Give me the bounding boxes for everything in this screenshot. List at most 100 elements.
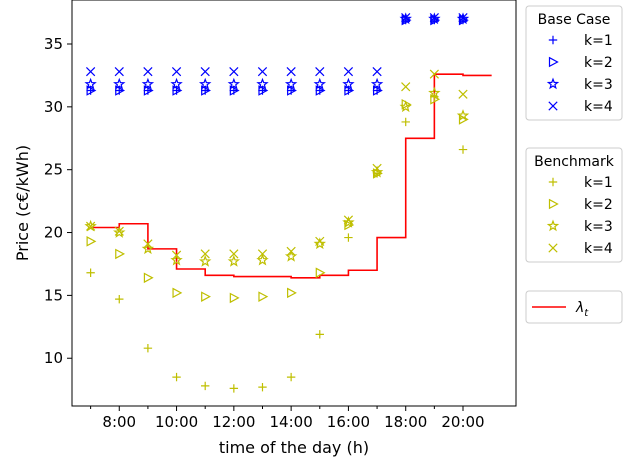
base-case-k3-point-shape	[370, 77, 384, 90]
benchmark-k1-point	[258, 382, 267, 392]
benchmark-k3-point	[313, 237, 326, 250]
x-tick-label: 20:00	[441, 413, 484, 431]
benchmark-k3-point-shape	[113, 226, 126, 238]
benchmark-k2-point	[344, 219, 355, 231]
base-case-k4-point-shape	[229, 67, 239, 77]
base-case-k4-point-shape	[286, 67, 296, 77]
base-case-k3-point	[141, 77, 155, 90]
base-case-k2-point	[287, 85, 297, 96]
benchmark-k3-point	[198, 254, 212, 267]
base-case-k2-point-shape	[315, 85, 326, 96]
base-case-k3-point	[284, 77, 298, 90]
base-case-k2-point-shape	[86, 85, 97, 96]
benchmark-k2-point-shape	[315, 267, 326, 279]
base-case-k3-point	[227, 77, 241, 90]
base-case-k2-point-shape	[344, 85, 355, 96]
benchmark-k1-point	[86, 268, 95, 277]
legend-base-case-marker-shape	[548, 35, 558, 45]
base-case-k4-point-shape	[171, 67, 182, 77]
benchmark-k4-point	[171, 250, 182, 260]
y-tick-label: 25	[44, 161, 63, 179]
base-case-k3-point-shape	[313, 77, 327, 90]
base-case-k2-point-shape	[229, 85, 240, 96]
base-case-k2-point	[172, 85, 183, 96]
base-case-k4-point	[458, 12, 468, 23]
legend-base-case-title: Base Case	[538, 12, 611, 28]
benchmark-k3-point	[342, 215, 355, 228]
base-case-k3-point	[256, 77, 269, 90]
benchmark-k2-point-shape	[229, 292, 240, 304]
benchmark-k1-point-shape	[86, 268, 95, 277]
legend-base-case-label: k=1	[584, 33, 613, 49]
base-case-k2-point	[258, 85, 269, 96]
base-case-k3-point-shape	[428, 12, 441, 25]
benchmark-k4-point-shape	[429, 69, 439, 79]
base-case-k3-point	[313, 77, 327, 90]
benchmark-k2-point	[430, 93, 441, 105]
benchmark-k4-point-shape	[200, 249, 210, 259]
benchmark-k4-point	[114, 226, 124, 236]
legend-base-case-marker-shape	[546, 77, 560, 90]
base-case-k3-point	[456, 12, 470, 25]
base-case-k4-point-shape	[257, 67, 268, 77]
legend-benchmark-box	[525, 147, 623, 263]
legends: Base Case k=1 k=2 k=3 k=4 Benchmark k=1 k=2 k=3 k…	[525, 5, 623, 324]
benchmark-k2-point-shape	[201, 291, 211, 302]
legend-base-case-marker	[548, 56, 559, 68]
base-case-k4-point	[315, 67, 325, 77]
benchmark-series-k4	[85, 69, 468, 260]
benchmark-k3-point-shape	[227, 254, 241, 267]
base-case-k4-point	[257, 67, 268, 77]
benchmark-k4-point	[315, 236, 325, 246]
benchmark-k1-point	[201, 381, 210, 391]
benchmark-k1-point-shape	[458, 145, 468, 154]
benchmark-k4-point-shape	[85, 221, 96, 231]
base-case-k3-point	[113, 77, 126, 90]
y-tick-label: 10	[44, 349, 63, 367]
x-tick-label: 16:00	[327, 413, 370, 431]
legend-benchmark-marker	[546, 219, 560, 232]
base-case-k3-point-shape	[113, 77, 126, 90]
benchmark-k4-point-shape	[343, 215, 354, 225]
base-case-k4-point	[229, 67, 239, 77]
x-tick-label: 12:00	[212, 413, 255, 431]
benchmark-k4-point-shape	[257, 249, 268, 259]
base-case-k4-point-shape	[401, 12, 411, 23]
benchmark-k1-point	[344, 233, 353, 242]
legend-benchmark-marker	[548, 243, 558, 253]
legend-benchmark-label: k=1	[584, 175, 613, 191]
lambda-step-line	[90, 73, 492, 279]
benchmark-k3-point	[284, 249, 298, 262]
benchmark-k1-point-shape	[229, 384, 239, 393]
x-tick-label: 8:00	[102, 413, 136, 431]
base-case-k3-point	[84, 77, 97, 90]
benchmark-k2-point-shape	[86, 236, 97, 247]
benchmark-k1-point	[458, 145, 468, 154]
base-case-k3-point-shape	[256, 77, 269, 90]
benchmark-k4-point-shape	[286, 246, 296, 257]
benchmark-k2-point	[143, 272, 154, 284]
benchmark-k1-point	[401, 117, 410, 127]
base-case-k2-point	[229, 85, 240, 96]
legend-base-case-marker	[548, 35, 558, 45]
base-case-k3-point	[428, 12, 441, 25]
benchmark-k4-point	[458, 89, 468, 99]
benchmark-k1-point-shape	[315, 330, 324, 339]
y-tick-label: 20	[44, 224, 63, 242]
legend-lambda-box	[525, 290, 623, 324]
benchmark-k3-point	[428, 86, 441, 99]
benchmark-k1-point	[115, 294, 124, 304]
legend-benchmark-label: k=3	[584, 219, 613, 235]
benchmark-k2-point-shape	[344, 219, 355, 231]
x-tick-label: 10:00	[155, 413, 198, 431]
base-case-k2-point-shape	[143, 85, 154, 96]
benchmark-k4-point	[200, 249, 210, 259]
benchmark-k3-point-shape	[256, 253, 269, 266]
benchmark-k1-point-shape	[172, 372, 181, 382]
benchmark-k4-point	[229, 249, 239, 259]
x-axis-label: time of the day (h)	[219, 438, 369, 457]
x-axis: 8:00 10:00 12:00 14:00 16:00 18:00 20:00	[90, 406, 485, 431]
benchmark-k4-point	[85, 221, 96, 231]
base-case-k2-point-shape	[172, 85, 183, 96]
legend-base-case-box	[525, 5, 623, 121]
